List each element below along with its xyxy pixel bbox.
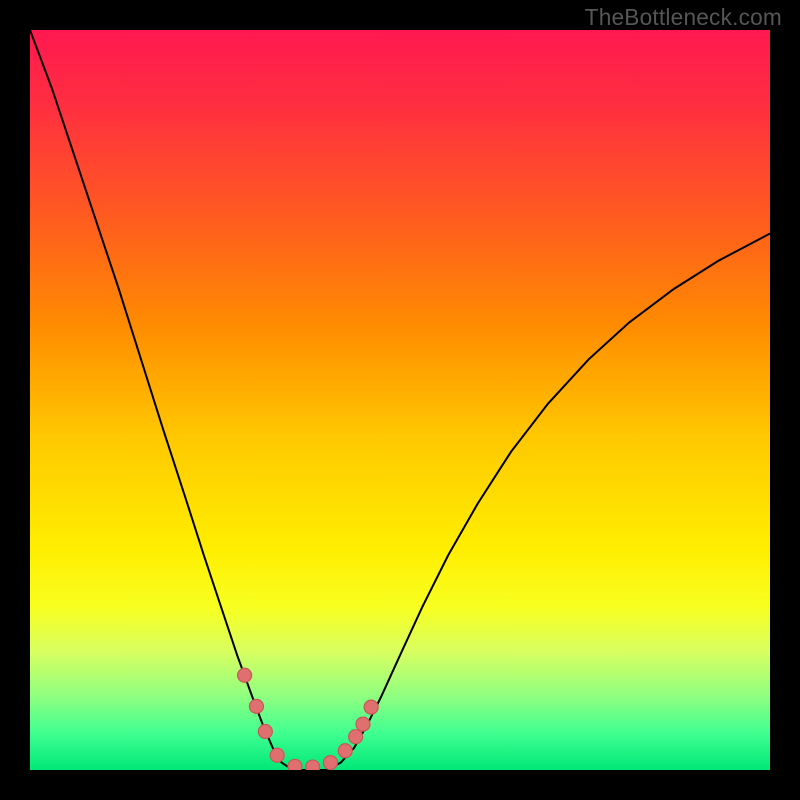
data-marker [349,730,363,744]
chart-background [30,30,770,770]
data-marker [288,759,302,770]
data-marker [323,756,337,770]
data-marker [238,668,252,682]
chart-frame: TheBottleneck.com [0,0,800,800]
data-marker [306,760,320,770]
data-marker [356,717,370,731]
data-marker [270,748,284,762]
data-marker [364,700,378,714]
bottleneck-chart [30,30,770,770]
data-marker [338,744,352,758]
data-marker [258,725,272,739]
watermark-text: TheBottleneck.com [585,4,782,31]
data-marker [249,699,263,713]
